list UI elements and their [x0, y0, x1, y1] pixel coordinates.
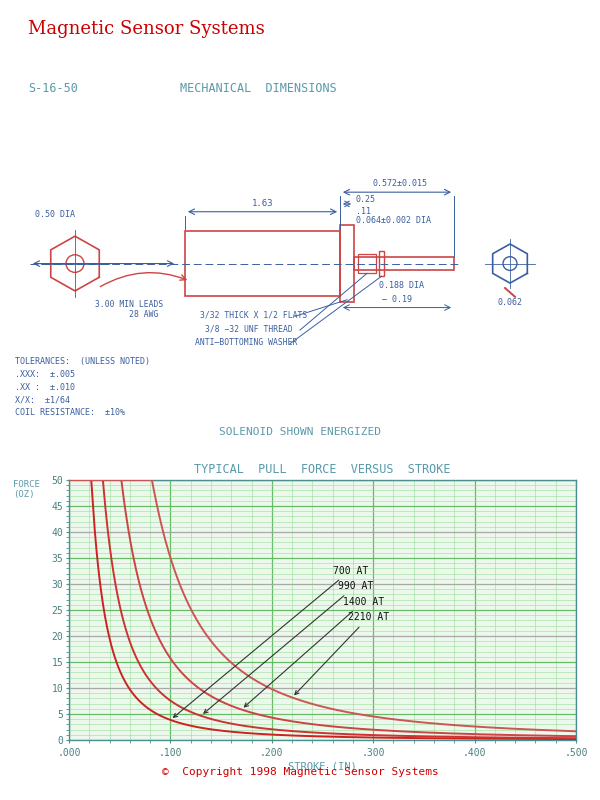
Text: .11: .11 — [356, 206, 371, 216]
Text: SOLENOID SHOWN ENERGIZED: SOLENOID SHOWN ENERGIZED — [219, 426, 381, 437]
Bar — [379, 251, 384, 276]
Text: 2210 AT: 2210 AT — [295, 613, 389, 694]
Text: 1.63: 1.63 — [252, 199, 273, 208]
Text: 0.572±0.015: 0.572±0.015 — [373, 179, 427, 188]
Text: X/X:  ±1/64: X/X: ±1/64 — [15, 395, 70, 405]
Text: COIL RESISTANCE:  ±10%: COIL RESISTANCE: ±10% — [15, 408, 125, 417]
Bar — [185, 231, 340, 296]
Text: .XXX:  ±.005: .XXX: ±.005 — [15, 370, 75, 379]
Text: S-16-50: S-16-50 — [28, 82, 78, 94]
Text: 1400 AT: 1400 AT — [244, 597, 384, 707]
Text: 0.188 DIA: 0.188 DIA — [379, 281, 424, 290]
Text: ANTI–BOTTOMING WASHER: ANTI–BOTTOMING WASHER — [195, 338, 298, 346]
Title: TYPICAL  PULL  FORCE  VERSUS  STROKE: TYPICAL PULL FORCE VERSUS STROKE — [194, 463, 451, 476]
Text: 3.00 MIN LEADS
       28 AWG: 3.00 MIN LEADS 28 AWG — [95, 300, 163, 319]
Text: Magnetic Sensor Systems: Magnetic Sensor Systems — [28, 20, 265, 38]
Text: 3/32 THICK X 1/2 FLATS: 3/32 THICK X 1/2 FLATS — [200, 310, 307, 319]
Bar — [340, 226, 354, 302]
Bar — [358, 254, 376, 274]
Text: — 0.19: — 0.19 — [382, 294, 412, 304]
Bar — [354, 257, 454, 270]
Text: .XX :  ±.010: .XX : ±.010 — [15, 382, 75, 392]
Text: MECHANICAL  DIMENSIONS: MECHANICAL DIMENSIONS — [180, 82, 337, 94]
X-axis label: STROKE (IN): STROKE (IN) — [288, 762, 357, 772]
Text: 0.062: 0.062 — [498, 298, 523, 306]
Text: 0.064±0.002 DIA: 0.064±0.002 DIA — [356, 217, 431, 226]
Text: 700 AT: 700 AT — [173, 566, 368, 718]
Text: 0.25: 0.25 — [356, 195, 376, 204]
Text: ©  Copyright 1998 Magnetic Sensor Systems: © Copyright 1998 Magnetic Sensor Systems — [161, 767, 439, 777]
Text: 990 AT: 990 AT — [204, 581, 373, 713]
Text: TOLERANCES:  (UNLESS NOTED): TOLERANCES: (UNLESS NOTED) — [15, 358, 150, 366]
Text: 3/8 −32 UNF THREAD: 3/8 −32 UNF THREAD — [205, 324, 293, 333]
Text: 0.50 DIA: 0.50 DIA — [35, 210, 75, 218]
Text: FORCE
(OZ): FORCE (OZ) — [13, 480, 40, 499]
